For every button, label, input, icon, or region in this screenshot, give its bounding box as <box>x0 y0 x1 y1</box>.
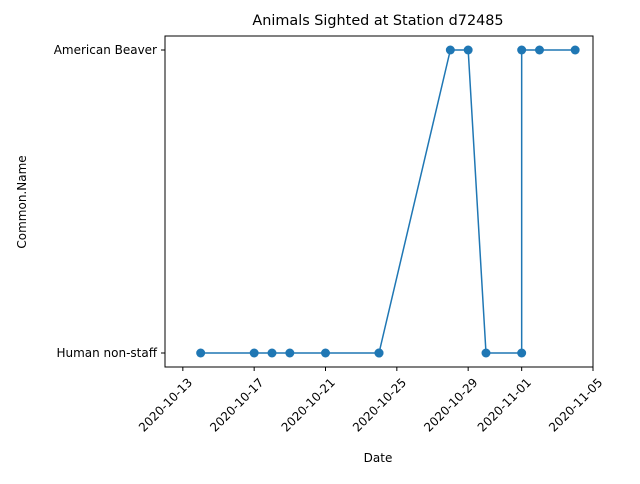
x-axis-label: Date <box>364 451 393 465</box>
data-point <box>517 45 527 55</box>
data-point <box>249 348 259 358</box>
data-point <box>517 348 527 358</box>
data-point <box>535 45 544 55</box>
plot-frame <box>164 35 594 368</box>
y-tick-label: American Beaver <box>54 43 157 57</box>
data-point <box>374 348 384 358</box>
chart-title: Animals Sighted at Station d72485 <box>252 13 503 29</box>
data-point <box>267 348 277 358</box>
data-point <box>285 348 295 358</box>
data-point <box>481 348 491 358</box>
data-point <box>463 45 473 55</box>
data-point <box>196 348 206 358</box>
data-point <box>321 348 330 358</box>
y-tick-label: Human non-staff <box>56 346 157 360</box>
data-point <box>570 45 580 55</box>
series-layer <box>196 45 580 358</box>
y-axis-label: Common.Name <box>15 155 29 248</box>
y-axis-ticks: Human non-staff American Beaver <box>54 43 165 360</box>
data-point <box>445 45 455 55</box>
